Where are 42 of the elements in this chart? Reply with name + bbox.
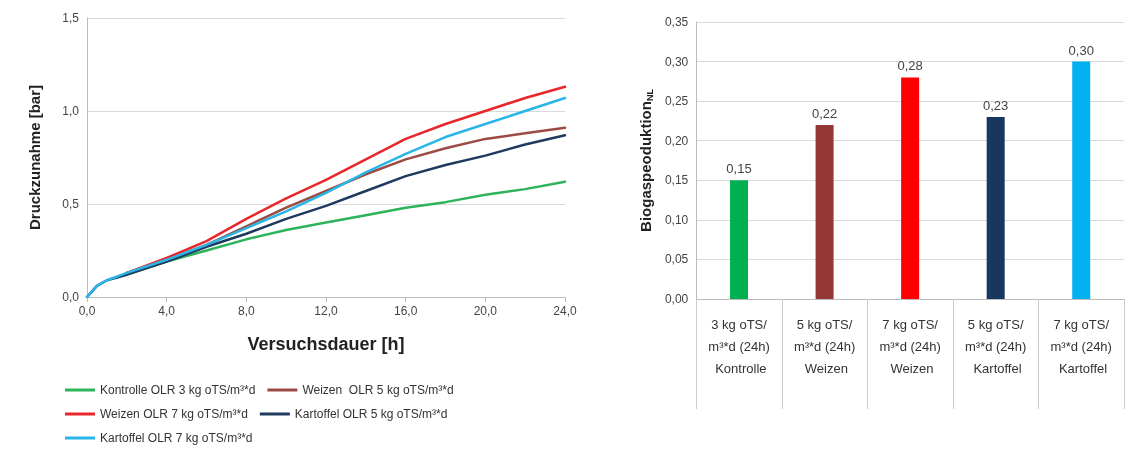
y-tick-label: 1,0: [62, 104, 80, 118]
x-tick-label: 12,0: [314, 304, 338, 318]
bar: [1072, 61, 1091, 299]
y-axis-title: BiogaspeoduktionNL: [637, 88, 655, 232]
x-tick-label: 4,0: [158, 304, 176, 318]
y-tick-label: 0,20: [664, 133, 689, 148]
bar: [901, 77, 920, 299]
y-tick-label: 1,5: [62, 11, 80, 25]
legend-label: Kartoffel OLR 5 kg oTS/m³*d: [294, 407, 448, 421]
legend-label: Weizen OLR 5 kg oTS/m³*d: [302, 383, 454, 397]
x-axis-title: Versuchsdauer [h]: [247, 334, 405, 354]
legend-label: Kartoffel OLR 7 kg oTS/m³*d: [100, 431, 253, 445]
x-tick-label: 5 kg oTS/m³*d (24h) Weizen: [793, 316, 856, 376]
x-tick-label: 8,0: [237, 304, 255, 318]
legend-label: Kontrolle OLR 3 kg oTS/m³*d: [100, 383, 256, 397]
data-label: 0,30: [1068, 42, 1094, 58]
y-axis-title: Druckzunahme [bar]: [26, 84, 43, 231]
y-tick-label: 0,30: [664, 54, 689, 69]
x-tick-label: 20,0: [473, 304, 498, 318]
y-tick-label: 0,5: [62, 197, 80, 211]
y-tick-label: 0,0: [62, 290, 80, 304]
y-tick-label: 0,00: [664, 292, 689, 306]
legend-label: Weizen OLR 7 kg oTS/m³*d: [100, 407, 248, 421]
y-tick-label: 0,05: [664, 252, 689, 267]
y-tick-label: 0,15: [664, 173, 689, 188]
data-label: 0,22: [811, 105, 838, 121]
data-label: 0,15: [726, 161, 752, 177]
x-tick-label: 24,0: [553, 304, 577, 318]
y-tick-label: 0,25: [664, 94, 689, 109]
data-label: 0,28: [897, 58, 923, 74]
bar: [730, 180, 749, 299]
x-tick-label: 5 kg oTS/m³*d (24h) Kartoffel: [964, 316, 1027, 376]
bar: [815, 124, 834, 299]
x-tick-label: 3 kg oTS/m³*d (24h) Kontrolle: [708, 316, 770, 376]
x-tick-label: 0,0: [78, 304, 96, 318]
y-tick-label: 0,10: [664, 212, 689, 227]
bar: [986, 116, 1005, 299]
x-tick-label: 7 kg oTS/m³*d (24h) Weizen: [879, 316, 941, 376]
y-tick-label: 0,35: [664, 15, 689, 29]
x-tick-label: 16,0: [393, 304, 418, 318]
data-label: 0,23: [983, 97, 1009, 113]
x-tick-label: 7 kg oTS/m³*d (24h) Kartoffel: [1050, 316, 1112, 376]
